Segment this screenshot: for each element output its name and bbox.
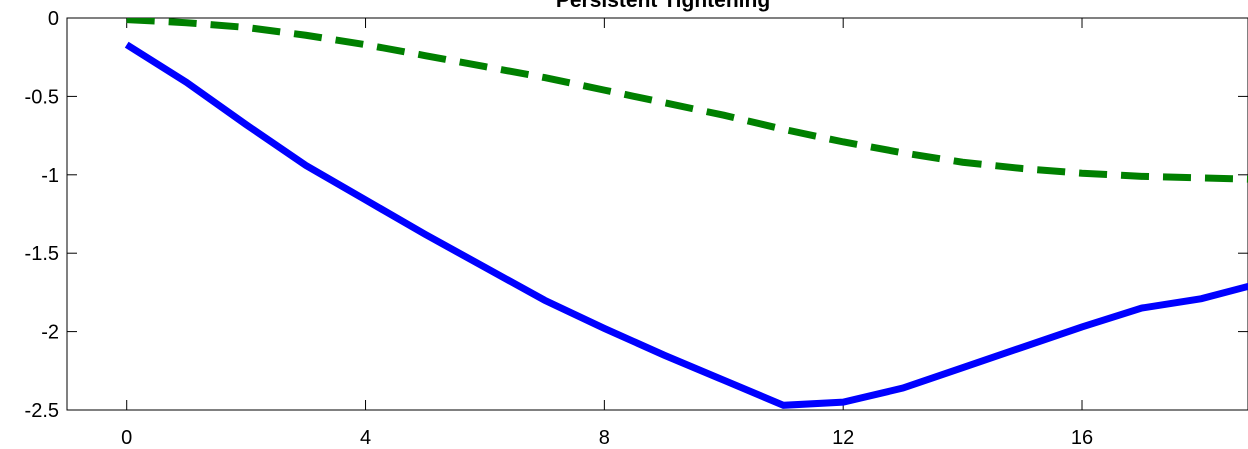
line-series xyxy=(126,18,1248,183)
x-tick-label: 8 xyxy=(599,427,610,449)
x-tick-label: 0 xyxy=(121,427,132,449)
y-tick-label: -0.5 xyxy=(25,86,59,108)
y-tick-label: -2 xyxy=(41,322,59,344)
plot-frame xyxy=(66,17,1248,411)
x-tick-label: 4 xyxy=(360,427,371,449)
y-tick-label: 0 xyxy=(48,8,59,30)
x-tick-label: 16 xyxy=(1071,427,1093,449)
y-tick-label: -2.5 xyxy=(25,400,59,422)
x-tick-label: 12 xyxy=(832,427,854,449)
y-tick-label: -1.5 xyxy=(25,243,59,265)
chart-title: Persistent Tightening xyxy=(556,0,770,12)
line-series xyxy=(124,41,1248,409)
y-tick-label: -1 xyxy=(41,165,59,187)
